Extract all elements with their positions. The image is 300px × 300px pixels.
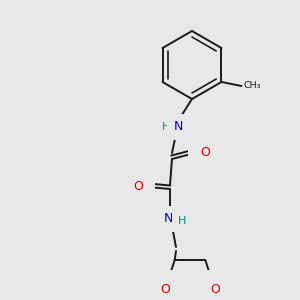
Text: O: O <box>160 283 170 296</box>
Text: O: O <box>200 146 210 160</box>
Text: CH₃: CH₃ <box>243 82 261 91</box>
Text: O: O <box>210 283 220 296</box>
Text: H: H <box>178 216 186 226</box>
Text: N: N <box>163 212 173 226</box>
Text: H: H <box>162 122 170 132</box>
Text: N: N <box>173 121 183 134</box>
Text: O: O <box>133 181 143 194</box>
